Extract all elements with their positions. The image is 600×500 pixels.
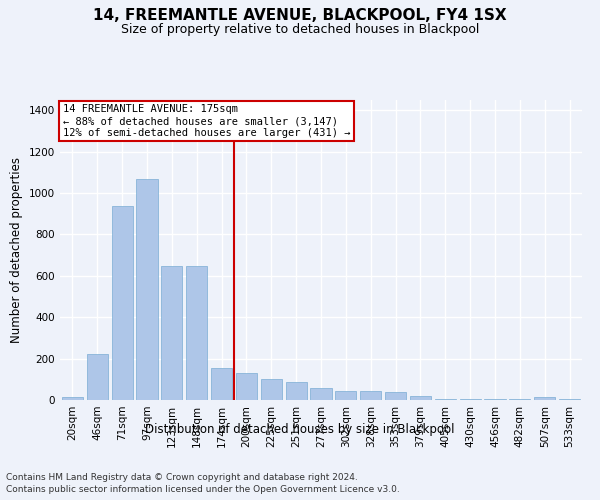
Text: Contains HM Land Registry data © Crown copyright and database right 2024.: Contains HM Land Registry data © Crown c… [6, 472, 358, 482]
Bar [136, 178, 158, 400]
Text: Size of property relative to detached houses in Blackpool: Size of property relative to detached ho… [121, 22, 479, 36]
Bar [484, 399, 506, 400]
Text: Distribution of detached houses by size in Blackpool: Distribution of detached houses by size … [145, 422, 455, 436]
Bar [211, 368, 232, 400]
Bar [87, 354, 108, 400]
Bar [385, 392, 406, 400]
Bar [286, 382, 307, 400]
Bar [509, 399, 530, 400]
Bar [186, 266, 207, 400]
Bar [62, 397, 83, 400]
Bar [335, 390, 356, 400]
Bar [410, 396, 431, 400]
Bar [534, 397, 555, 400]
Bar [236, 373, 257, 400]
Bar [435, 399, 456, 400]
Bar [460, 399, 481, 400]
Bar [261, 380, 282, 400]
Y-axis label: Number of detached properties: Number of detached properties [10, 157, 23, 343]
Text: 14, FREEMANTLE AVENUE, BLACKPOOL, FY4 1SX: 14, FREEMANTLE AVENUE, BLACKPOOL, FY4 1S… [93, 8, 507, 22]
Bar [310, 388, 332, 400]
Text: 14 FREEMANTLE AVENUE: 175sqm
← 88% of detached houses are smaller (3,147)
12% of: 14 FREEMANTLE AVENUE: 175sqm ← 88% of de… [62, 104, 350, 138]
Bar [112, 206, 133, 400]
Bar [559, 399, 580, 400]
Bar [360, 390, 381, 400]
Text: Contains public sector information licensed under the Open Government Licence v3: Contains public sector information licen… [6, 485, 400, 494]
Bar [161, 266, 182, 400]
